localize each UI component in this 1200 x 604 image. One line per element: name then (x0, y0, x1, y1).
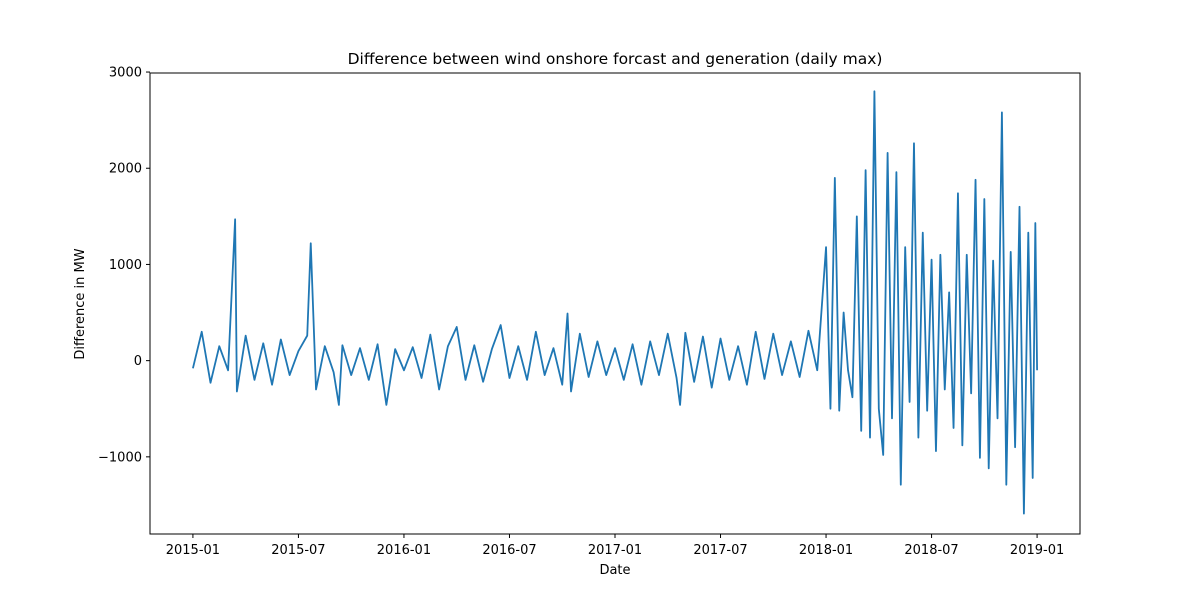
y-tick-label: 1000 (109, 258, 142, 273)
y-tick-label: 0 (134, 354, 142, 369)
x-tick-label: 2016-07 (482, 543, 536, 558)
y-axis-label: Difference in MW (73, 248, 88, 359)
y-tick-label: 2000 (109, 162, 142, 177)
x-tick-label: 2019-01 (1010, 543, 1064, 558)
x-tick-label: 2017-07 (693, 543, 747, 558)
x-axis-label: Date (599, 563, 630, 578)
x-tick-label: 2015-01 (166, 543, 220, 558)
y-tick-label: 3000 (109, 66, 142, 81)
y-tick-label: −1000 (98, 450, 142, 465)
plot-frame (149, 72, 1081, 535)
x-tick-label: 2018-07 (904, 543, 958, 558)
x-tick-label: 2015-07 (271, 543, 325, 558)
x-tick-label: 2016-01 (377, 543, 431, 558)
x-tick-label: 2017-01 (588, 543, 642, 558)
x-tick-label: 2018-01 (799, 543, 853, 558)
chart-title: Difference between wind onshore forcast … (348, 50, 883, 68)
series-line (192, 90, 1038, 515)
